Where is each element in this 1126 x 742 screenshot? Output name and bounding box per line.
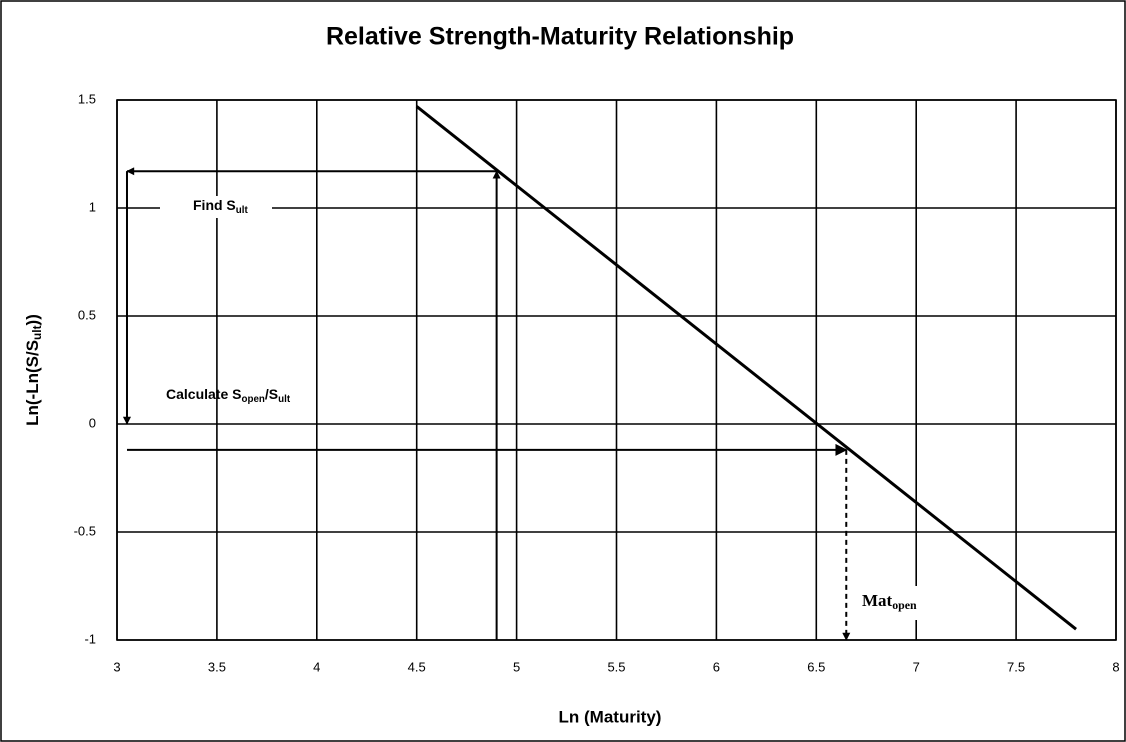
annotation: Calculate Sopen/Sult: [166, 386, 291, 405]
annotation-part: Calculate S: [166, 386, 241, 402]
annotation-part: ult: [236, 205, 249, 216]
x-tick-label: 8: [1112, 659, 1119, 674]
x-tick-label: 5: [513, 659, 520, 674]
annotation: Matopen: [862, 591, 917, 612]
x-tick-label: 4: [313, 659, 320, 674]
y-axis-label-part: )): [23, 314, 42, 325]
y-tick-label: 0.5: [78, 307, 96, 322]
annotation: Find Sult: [193, 197, 248, 216]
y-tick-label: 0: [89, 415, 96, 430]
x-tick-label: 3: [113, 659, 120, 674]
annotation-part: open: [892, 598, 917, 612]
y-tick-label: 1: [89, 199, 96, 214]
x-axis-label: Ln (Maturity): [559, 707, 662, 726]
y-axis-label-part: Ln(-Ln(S/S: [23, 340, 42, 426]
y-axis-label-part: ult: [30, 325, 44, 340]
annotation-part: Mat: [862, 591, 893, 610]
x-tick-label: 4.5: [408, 659, 426, 674]
annotation-part: Find S: [193, 197, 236, 213]
annotation-part: /S: [265, 386, 278, 402]
x-tick-label: 6.5: [807, 659, 825, 674]
label-background: [852, 586, 942, 620]
y-tick-label: -1: [84, 631, 96, 646]
x-tick-label: 6: [713, 659, 720, 674]
y-axis-label: Ln(-Ln(S/Sult)): [23, 314, 44, 426]
x-tick-label: 5.5: [607, 659, 625, 674]
annotation-part: ult: [278, 394, 291, 405]
label-background: [160, 196, 272, 218]
x-tick-label: 7: [913, 659, 920, 674]
chart-title: Relative Strength-Maturity Relationship: [326, 23, 794, 51]
annotation-part: open: [241, 394, 264, 405]
x-tick-label: 7.5: [1007, 659, 1025, 674]
y-tick-label: 1.5: [78, 91, 96, 106]
x-tick-label: 3.5: [208, 659, 226, 674]
y-tick-label: -0.5: [74, 523, 96, 538]
data-line: [415, 105, 1077, 631]
